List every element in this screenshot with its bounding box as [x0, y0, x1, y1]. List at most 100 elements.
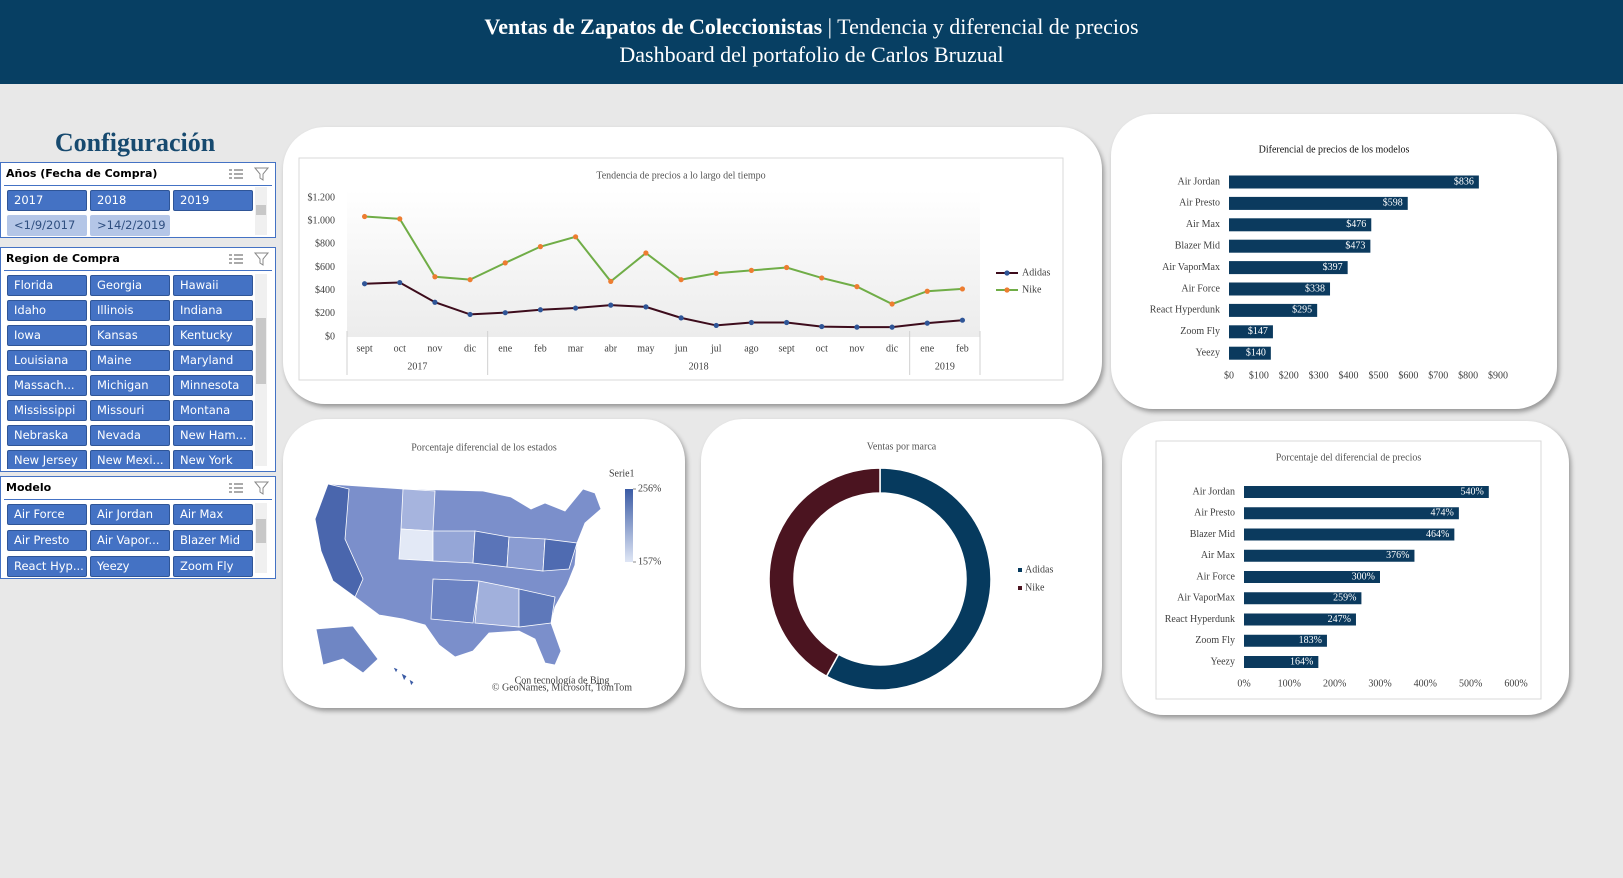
color-scale	[625, 489, 633, 562]
category-label: Blazer Mid	[1175, 240, 1220, 251]
legend-marker	[1018, 568, 1022, 572]
legend-marker	[1004, 270, 1010, 276]
slicer-item[interactable]: Louisiana	[7, 350, 87, 371]
slicer-item[interactable]: Nevada	[90, 425, 170, 446]
series-marker	[959, 317, 966, 323]
slicer-item[interactable]: Indiana	[173, 300, 253, 321]
scrollbar[interactable]	[255, 503, 267, 573]
scrollbar[interactable]	[255, 187, 267, 235]
slicer-item[interactable]: <1/9/2017	[7, 215, 87, 236]
series-marker	[502, 260, 508, 266]
slicer-item[interactable]: Mississippi	[7, 400, 87, 421]
value-label: $140	[1246, 347, 1266, 358]
slicer-item[interactable]: Idaho	[7, 300, 87, 321]
series-marker	[783, 319, 790, 326]
slicer-item[interactable]: New Ham...	[173, 425, 253, 446]
slicer-item[interactable]: Blazer Mid	[173, 530, 253, 551]
multiselect-icon[interactable]	[228, 167, 244, 181]
bar	[1244, 507, 1459, 520]
slicer-item[interactable]: >14/2/2019	[90, 215, 170, 236]
clear-filter-icon[interactable]	[254, 252, 270, 266]
slicer-items: Florida Georgia Hawaii Idaho Illinois Indiana…	[1, 271, 275, 469]
chart-title: Tendencia de precios a lo largo del tiem…	[596, 170, 765, 181]
slicer-item[interactable]: Florida	[7, 275, 87, 296]
slicer-item[interactable]: Air Presto	[7, 530, 87, 551]
header-subtitle: Dashboard del portafolio de Carlos Bruzu…	[619, 42, 1004, 67]
slicer-item[interactable]: Kentucky	[173, 325, 253, 346]
multiselect-icon[interactable]	[228, 252, 244, 266]
category-label: Air Force	[1181, 283, 1220, 294]
multiselect-icon[interactable]	[228, 481, 244, 495]
value-label: 540%	[1460, 486, 1483, 497]
slicer-items: 2017 2018 2019 <1/9/2017 >14/2/2019	[1, 186, 275, 236]
slicer-item[interactable]: Montana	[173, 400, 253, 421]
legend-marker	[1004, 287, 1010, 293]
clear-filter-icon[interactable]	[254, 167, 270, 181]
category-label: Blazer Mid	[1190, 529, 1235, 540]
bar	[1229, 261, 1348, 275]
slicer-item[interactable]: Iowa	[7, 325, 87, 346]
scrollbar[interactable]	[255, 274, 267, 466]
slicer-item[interactable]: New York	[173, 450, 253, 469]
x-tick-label: $300	[1309, 370, 1329, 381]
slicer-item[interactable]: Air Jordan	[90, 504, 170, 525]
x-tick-label: dic	[886, 343, 899, 354]
y-tick-label: $200	[315, 308, 335, 319]
series-marker	[643, 304, 649, 310]
series-marker	[678, 277, 684, 283]
value-label: $295	[1292, 305, 1312, 316]
x-tick-label: 500%	[1459, 678, 1482, 689]
plot-area	[347, 190, 980, 337]
chart-title: Porcentaje del diferencial de precios	[1276, 452, 1422, 463]
slicer-item[interactable]: Air Vapor...	[90, 530, 170, 551]
slicer-item[interactable]: New Mexi...	[90, 450, 170, 469]
series-marker	[432, 274, 438, 280]
slicer-item[interactable]: 2019	[173, 190, 253, 211]
clear-filter-icon[interactable]	[254, 481, 270, 495]
slicer-item[interactable]: 2018	[90, 190, 170, 211]
x-tick-label: feb	[956, 343, 969, 354]
bar-chart: Porcentaje del diferencial de precios 0% 1…	[1155, 440, 1542, 700]
category-label: Air VaporMax	[1162, 262, 1220, 273]
panel: Porcentaje del diferencial de precios 0% 1…	[1122, 421, 1569, 715]
value-label: 164%	[1290, 656, 1313, 667]
slicer-item[interactable]: Massach...	[7, 375, 87, 396]
slicer-item[interactable]: Yeezy	[90, 556, 170, 577]
category-label: Yeezy	[1195, 347, 1220, 358]
slicer-item[interactable]: New Jersey	[7, 450, 87, 469]
slicer: Modelo Air Force Air Jordan Air Max Air Pre…	[0, 476, 276, 579]
value-label: $836	[1454, 176, 1474, 187]
slicer-title: Region de Compra	[6, 252, 120, 265]
y-tick-label: $0	[325, 331, 335, 342]
slicer: Region de Compra Florida Georgia Hawaii Ida…	[0, 247, 276, 472]
slicer-item[interactable]: Georgia	[90, 275, 170, 296]
config-title: Configuración	[54, 128, 216, 157]
series-marker	[361, 281, 368, 287]
slicer-item[interactable]: Minnesota	[173, 375, 253, 396]
x-tick-label: $700	[1428, 370, 1448, 381]
series-marker	[748, 267, 755, 273]
slicer-item[interactable]: Nebraska	[7, 425, 87, 446]
slicer-item[interactable]: Air Force	[7, 504, 87, 525]
donut-chart: Ventas por marca Adidas Nike	[768, 441, 1053, 691]
slicer-item[interactable]: Maryland	[173, 350, 253, 371]
value-label: 183%	[1299, 635, 1322, 646]
slicer-item[interactable]: React Hyp...	[7, 556, 87, 577]
slicer-header: Años (Fecha de Compra)	[4, 163, 272, 186]
slicer-item[interactable]: Zoom Fly	[173, 556, 253, 577]
slicer-item[interactable]: Maine	[90, 350, 170, 371]
chart-title: Ventas por marca	[867, 441, 937, 452]
slicer-item[interactable]: Michigan	[90, 375, 170, 396]
category-label: Air Presto	[1179, 198, 1220, 209]
slicer-item[interactable]: Air Max	[173, 504, 253, 525]
series-line	[364, 281, 963, 329]
slicer-item[interactable]: Hawaii	[173, 275, 253, 296]
value-label: 464%	[1426, 529, 1449, 540]
bar	[1244, 634, 1327, 647]
slicer-item[interactable]: Illinois	[90, 300, 170, 321]
slicer-item[interactable]: Kansas	[90, 325, 170, 346]
legend-label: Nike	[1025, 582, 1045, 593]
slicer-item[interactable]: Missouri	[90, 400, 170, 421]
slicer-item[interactable]: 2017	[7, 190, 87, 211]
series-marker	[643, 250, 649, 256]
